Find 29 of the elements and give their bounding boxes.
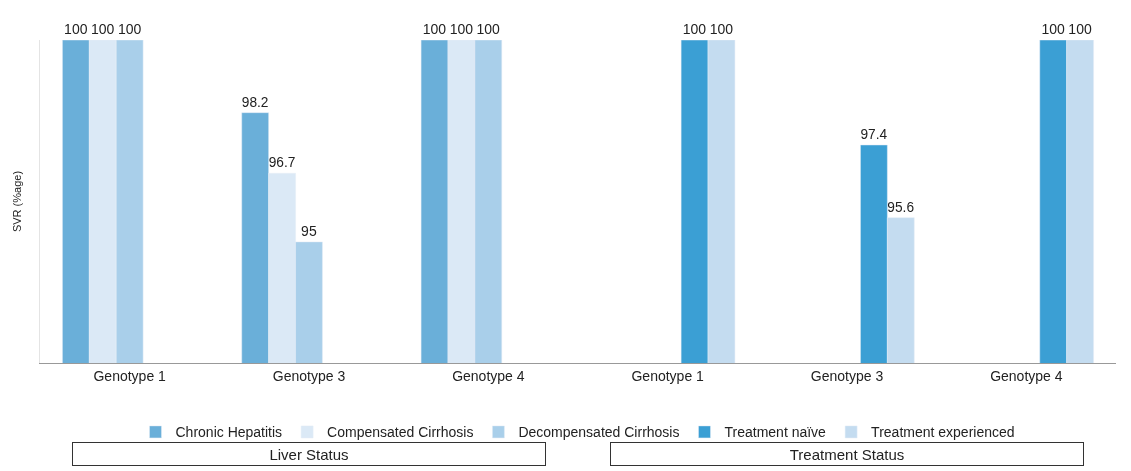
data-label: 100 xyxy=(422,21,447,37)
data-label: 98.2 xyxy=(241,94,269,110)
data-label: 95 xyxy=(301,222,317,239)
data-label: 100 xyxy=(449,21,474,37)
data-label: 100 xyxy=(682,21,707,37)
legend-label: Treatment experienced xyxy=(871,424,1015,441)
data-label: 100 xyxy=(117,21,142,37)
data-label: 97.4 xyxy=(860,127,888,143)
data-label: 95.6 xyxy=(887,199,915,215)
data-label: 100 xyxy=(1041,21,1066,37)
x-tick-label: Genotype 4 xyxy=(990,367,1063,384)
legend-label: Chronic Hepatitis xyxy=(175,424,283,441)
data-label: 100 xyxy=(90,21,115,37)
data-label: 100 xyxy=(476,21,501,37)
data-label: 100 xyxy=(64,21,88,37)
x-tick-label: Genotype 4 xyxy=(452,367,525,384)
legend-label: Compensated Cirrhosis xyxy=(327,424,474,441)
x-tick-label: Genotype 3 xyxy=(810,367,884,384)
x-tick-label: Genotype 1 xyxy=(631,367,705,384)
text: Treatment Status xyxy=(789,445,905,463)
x-tick-label: Genotype 1 xyxy=(93,367,167,384)
data-label: 96.7 xyxy=(268,155,296,171)
data-label: 100 xyxy=(1068,21,1092,37)
legend-label: Treatment naïve xyxy=(724,424,827,441)
x-tick-label: Genotype 3 xyxy=(272,367,346,384)
legend-label: Decompensated Cirrhosis xyxy=(518,424,680,441)
y-axis-title: SVR (%age) xyxy=(10,170,23,233)
text: Liver Status xyxy=(269,445,349,463)
data-label: 100 xyxy=(709,21,734,37)
